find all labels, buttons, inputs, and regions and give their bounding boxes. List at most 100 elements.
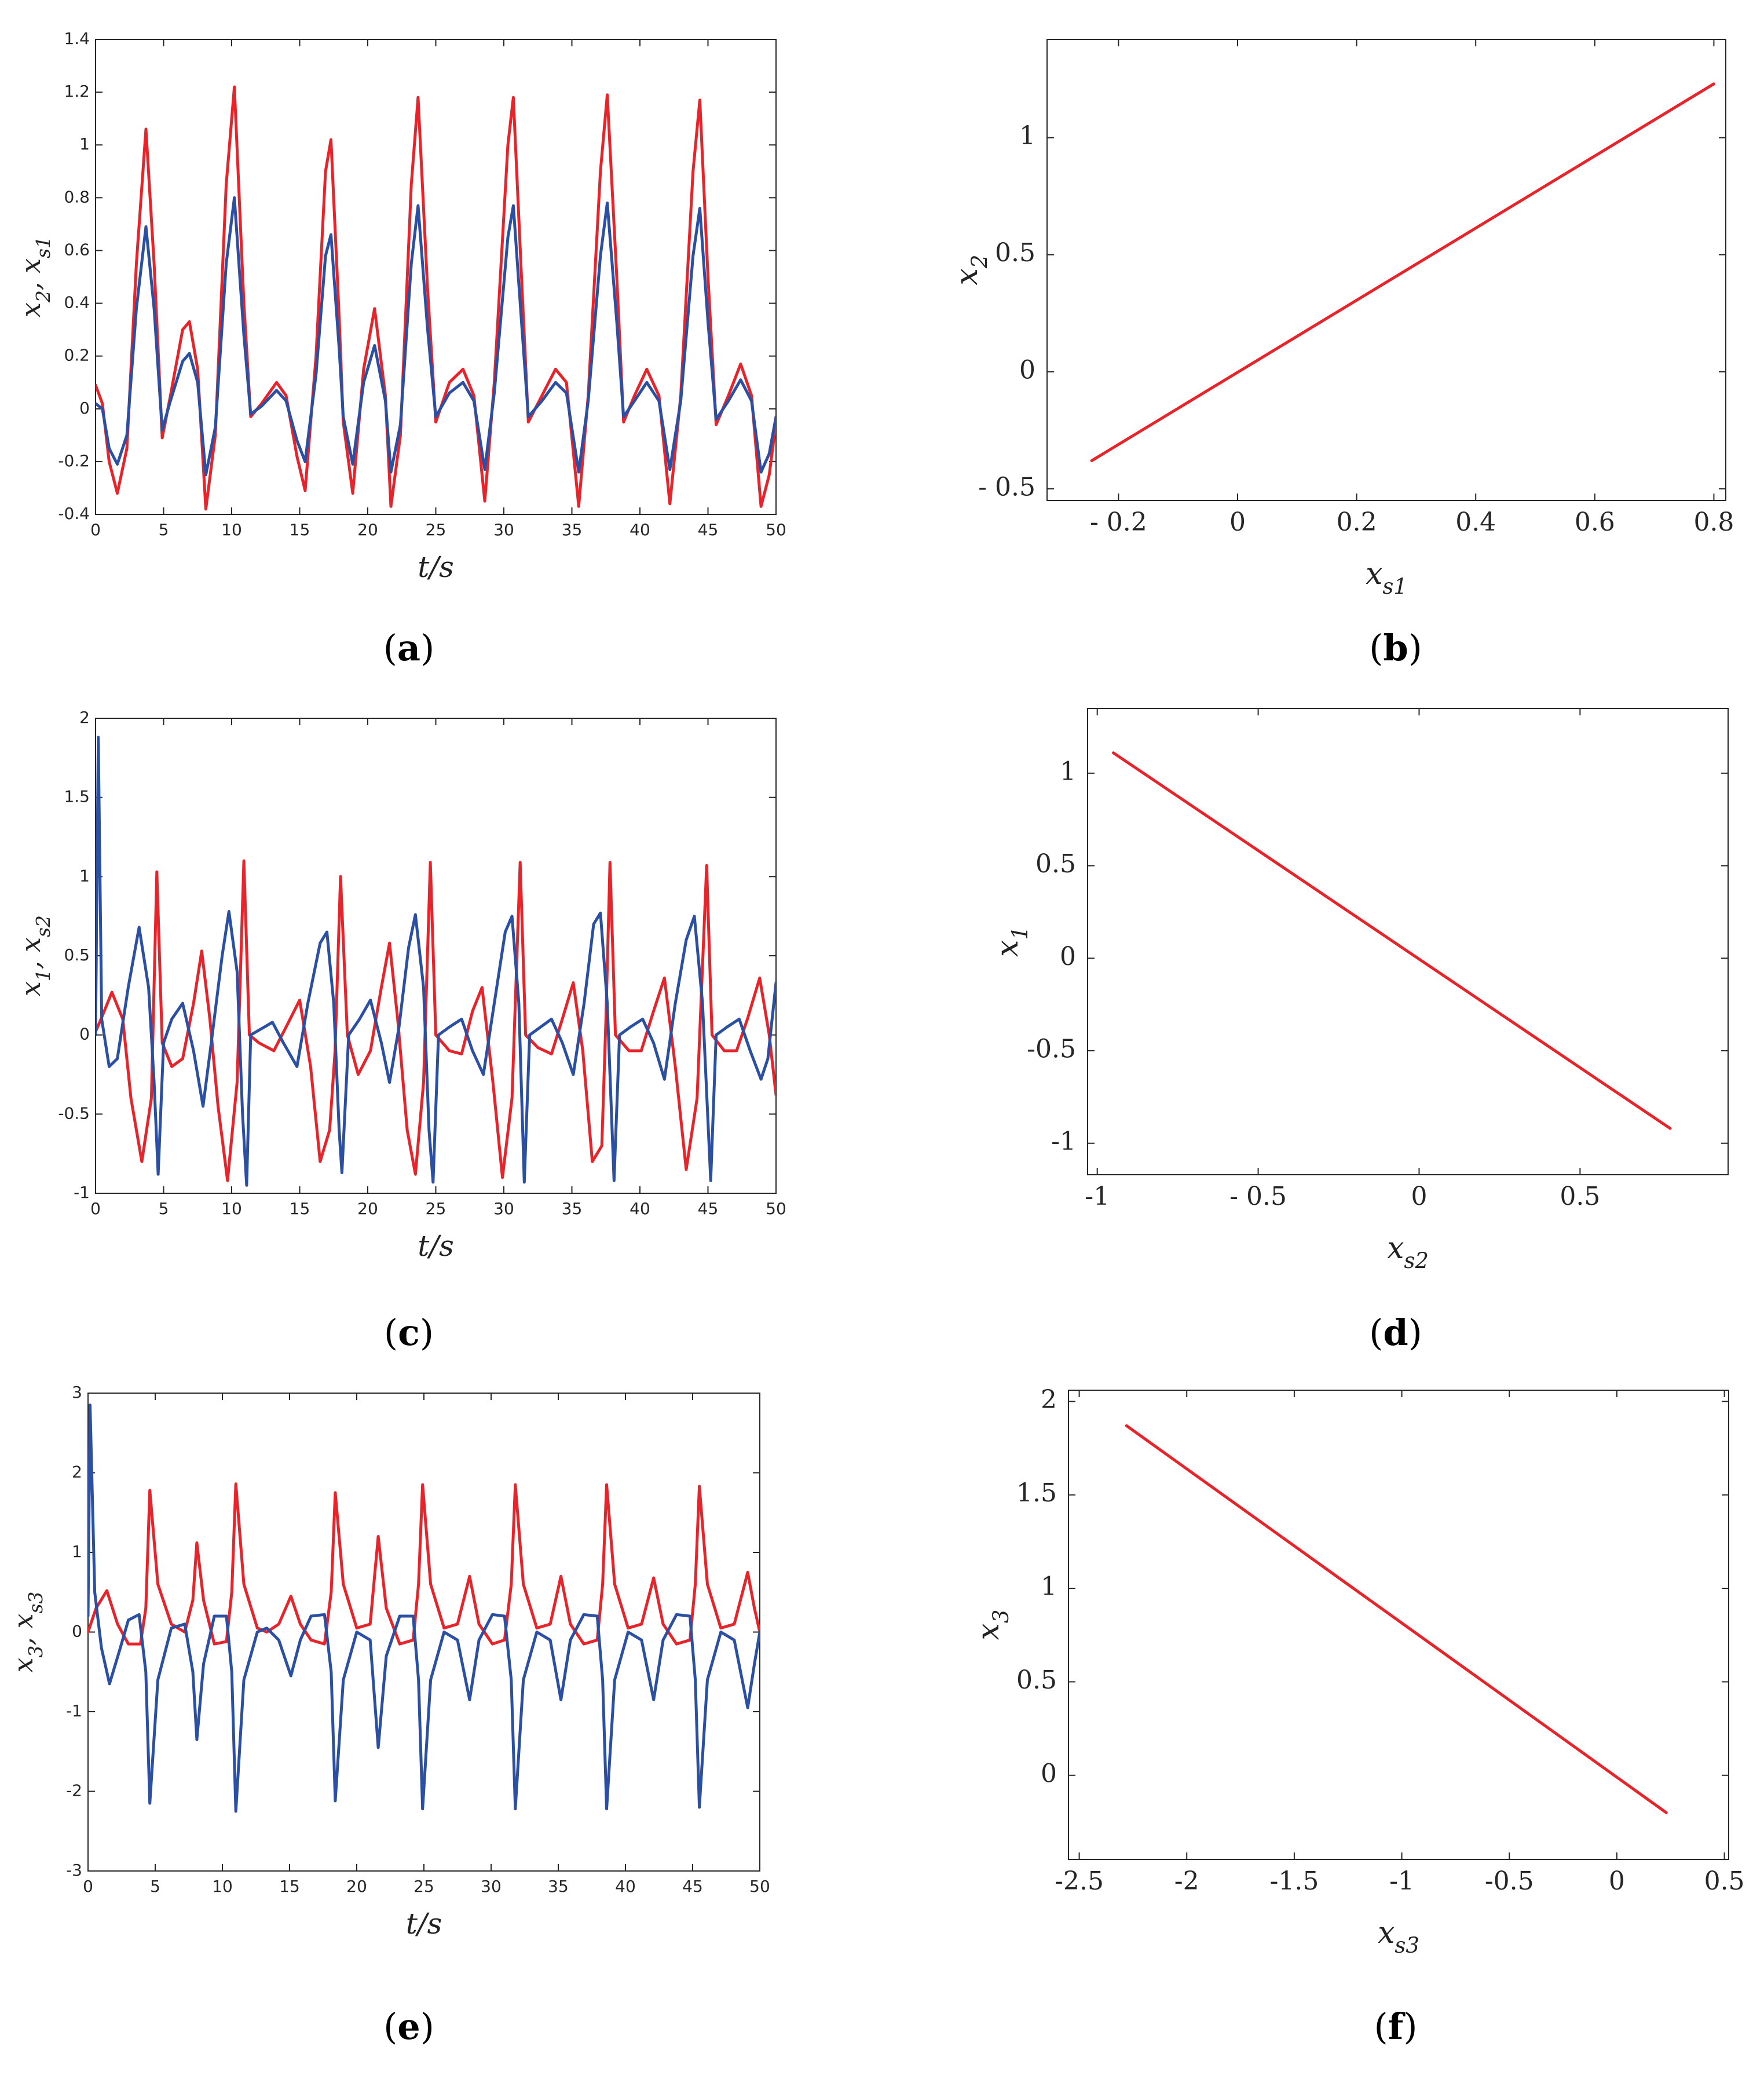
y-tick-label: 1 bbox=[79, 134, 90, 154]
y-tick-label: 0 bbox=[1041, 1759, 1057, 1788]
x-tick-label: 5 bbox=[150, 1877, 160, 1896]
x-tick-label: 0.5 bbox=[1560, 1182, 1600, 1211]
y-axis-label: x1 bbox=[990, 926, 1033, 957]
y-tick-label: 0.2 bbox=[64, 346, 90, 365]
x-tick-label: 0 bbox=[90, 1199, 101, 1218]
panel-caption-e: (e) bbox=[383, 2005, 434, 2048]
series-group bbox=[1125, 1424, 1668, 1814]
x-tick-label: 50 bbox=[766, 520, 786, 539]
plot-frame bbox=[1046, 39, 1726, 501]
x-tick-label: 35 bbox=[562, 1199, 583, 1218]
x-tick-label: 5 bbox=[159, 520, 169, 539]
x-tick-label: 50 bbox=[766, 1199, 786, 1218]
y-axis-label: x3, xs3 bbox=[8, 1591, 47, 1672]
x-tick-label: 0.6 bbox=[1575, 507, 1615, 537]
x-tick-label: 0.8 bbox=[1693, 507, 1734, 537]
series-group bbox=[1112, 751, 1672, 1130]
y-tick-label: 0.4 bbox=[64, 293, 90, 312]
y-tick-label: 0 bbox=[79, 1025, 90, 1044]
x-tick-label: 0.5 bbox=[1704, 1866, 1745, 1896]
x-tick-label: 0 bbox=[1229, 507, 1246, 537]
y-tick-label: 1.5 bbox=[1016, 1478, 1057, 1508]
x-tick-label: 45 bbox=[698, 1199, 719, 1218]
series-line-xs1 bbox=[96, 196, 776, 477]
series-group bbox=[96, 736, 776, 1187]
y-tick-label: -1 bbox=[1051, 1127, 1076, 1156]
series-group bbox=[96, 85, 776, 511]
series-group bbox=[1090, 82, 1715, 462]
series-line-x1 bbox=[96, 859, 776, 1182]
y-tick-label: 1 bbox=[79, 866, 90, 885]
y-tick-label: 0 bbox=[72, 1622, 82, 1641]
x-tick-label: -2.5 bbox=[1055, 1866, 1104, 1896]
x-tick-label: 10 bbox=[221, 1199, 242, 1218]
y-tick-label: -3 bbox=[66, 1861, 82, 1880]
y-tick-label: 0 bbox=[1060, 942, 1076, 971]
y-tick-label: -0.4 bbox=[58, 504, 90, 523]
y-tick-label: 0.5 bbox=[1035, 849, 1076, 879]
y-tick-label: -0.5 bbox=[1027, 1034, 1076, 1064]
y-tick-label: -1 bbox=[74, 1183, 90, 1202]
x-tick-label: 0 bbox=[90, 520, 101, 539]
y-axis-label: x2, xs1 bbox=[15, 236, 54, 317]
y-tick-label: 1.2 bbox=[64, 82, 90, 101]
x-axis-label: t/s bbox=[418, 550, 454, 584]
chart-panel-f: -2.5 -2 -1.5 -1 -0.5 0 0.5 0 0.5 1 1.5 2 xs3 x3 (f) bbox=[971, 1385, 1745, 2048]
y-tick-label: - 0.5 bbox=[978, 472, 1035, 502]
y-tick-label: -1 bbox=[66, 1701, 82, 1720]
x-axis-label: xs2 bbox=[1387, 1231, 1429, 1274]
x-tick-label: -1 bbox=[1389, 1866, 1414, 1896]
y-tick-label: 2 bbox=[72, 1463, 82, 1482]
series-group bbox=[88, 1404, 760, 1813]
x-tick-label: 20 bbox=[357, 1199, 378, 1218]
x-tick-label: 20 bbox=[346, 1877, 367, 1896]
y-tick-label: 1.5 bbox=[64, 787, 90, 806]
x-tick-label: 0 bbox=[1411, 1182, 1427, 1211]
plot-frame bbox=[1068, 1390, 1729, 1860]
x-tick-label: 0 bbox=[1609, 1866, 1625, 1896]
y-tick-label: 2 bbox=[1041, 1385, 1057, 1415]
x-tick-label: 45 bbox=[698, 520, 719, 539]
series-line-xs2 bbox=[96, 736, 776, 1187]
y-tick-label: 0.8 bbox=[64, 187, 90, 206]
x-tick-label: - 0.2 bbox=[1090, 507, 1147, 537]
y-tick-label: 0.6 bbox=[64, 240, 90, 259]
x-tick-label: 25 bbox=[426, 520, 447, 539]
x-tick-label: 40 bbox=[615, 1877, 636, 1896]
y-tick-label: 3 bbox=[72, 1383, 82, 1402]
series-line-x1-vs-xs2 bbox=[1112, 751, 1672, 1130]
x-tick-label: - 0.5 bbox=[1229, 1182, 1287, 1211]
y-axis-label: x3 bbox=[971, 1610, 1014, 1640]
x-tick-label: 15 bbox=[290, 520, 310, 539]
y-tick-label: -2 bbox=[66, 1781, 82, 1800]
x-tick-label: 50 bbox=[749, 1877, 770, 1896]
x-tick-label: 20 bbox=[357, 520, 378, 539]
x-tick-label: 10 bbox=[221, 520, 242, 539]
y-tick-label: -0.2 bbox=[58, 451, 90, 470]
x-axis-label: xs1 bbox=[1366, 557, 1407, 600]
series-line-x2-vs-xs1 bbox=[1090, 82, 1715, 462]
x-tick-label: 15 bbox=[290, 1199, 310, 1218]
y-tick-label: 1 bbox=[1060, 757, 1076, 786]
y-tick-label: 0 bbox=[79, 399, 90, 418]
x-tick-label: 0.4 bbox=[1455, 507, 1496, 537]
x-tick-label: -0.5 bbox=[1485, 1866, 1534, 1896]
x-tick-label: 45 bbox=[682, 1877, 703, 1896]
x-tick-label: 25 bbox=[413, 1877, 434, 1896]
chart-panel-c: 0 5 10 15 20 25 30 35 40 45 50 -1 -0.5 0 0.5 1 1.5 2 t/s x1… bbox=[15, 708, 786, 1354]
panel-caption-a: (a) bbox=[383, 627, 435, 669]
x-tick-label: 0.2 bbox=[1337, 507, 1377, 537]
x-tick-label: -1.5 bbox=[1269, 1866, 1319, 1896]
x-tick-label: 0 bbox=[83, 1877, 93, 1896]
chart-panel-a: 0 5 10 15 20 25 30 35 40 45 50 -0.4 -0.2 0 0.2 0.4 0.6 0.… bbox=[15, 29, 786, 669]
y-tick-label: 0.5 bbox=[995, 238, 1035, 268]
series-line-x3 bbox=[88, 1482, 760, 1646]
x-tick-label: 40 bbox=[630, 1199, 650, 1218]
chart-panel-e: 0 5 10 15 20 25 30 35 40 45 50 -3 -2 -1 0 1 2 3 t/s x3, xs3… bbox=[8, 1383, 770, 2048]
series-line-x3-vs-xs3 bbox=[1125, 1424, 1668, 1814]
y-tick-label: 1 bbox=[1041, 1572, 1057, 1602]
y-tick-label: 0.5 bbox=[1016, 1665, 1057, 1695]
panel-caption-c: (c) bbox=[384, 1311, 434, 1354]
chart-panel-d: -1 - 0.5 0 0.5 -1 -0.5 0 0.5 1 xs2 x1 (d) bbox=[990, 708, 1729, 1354]
